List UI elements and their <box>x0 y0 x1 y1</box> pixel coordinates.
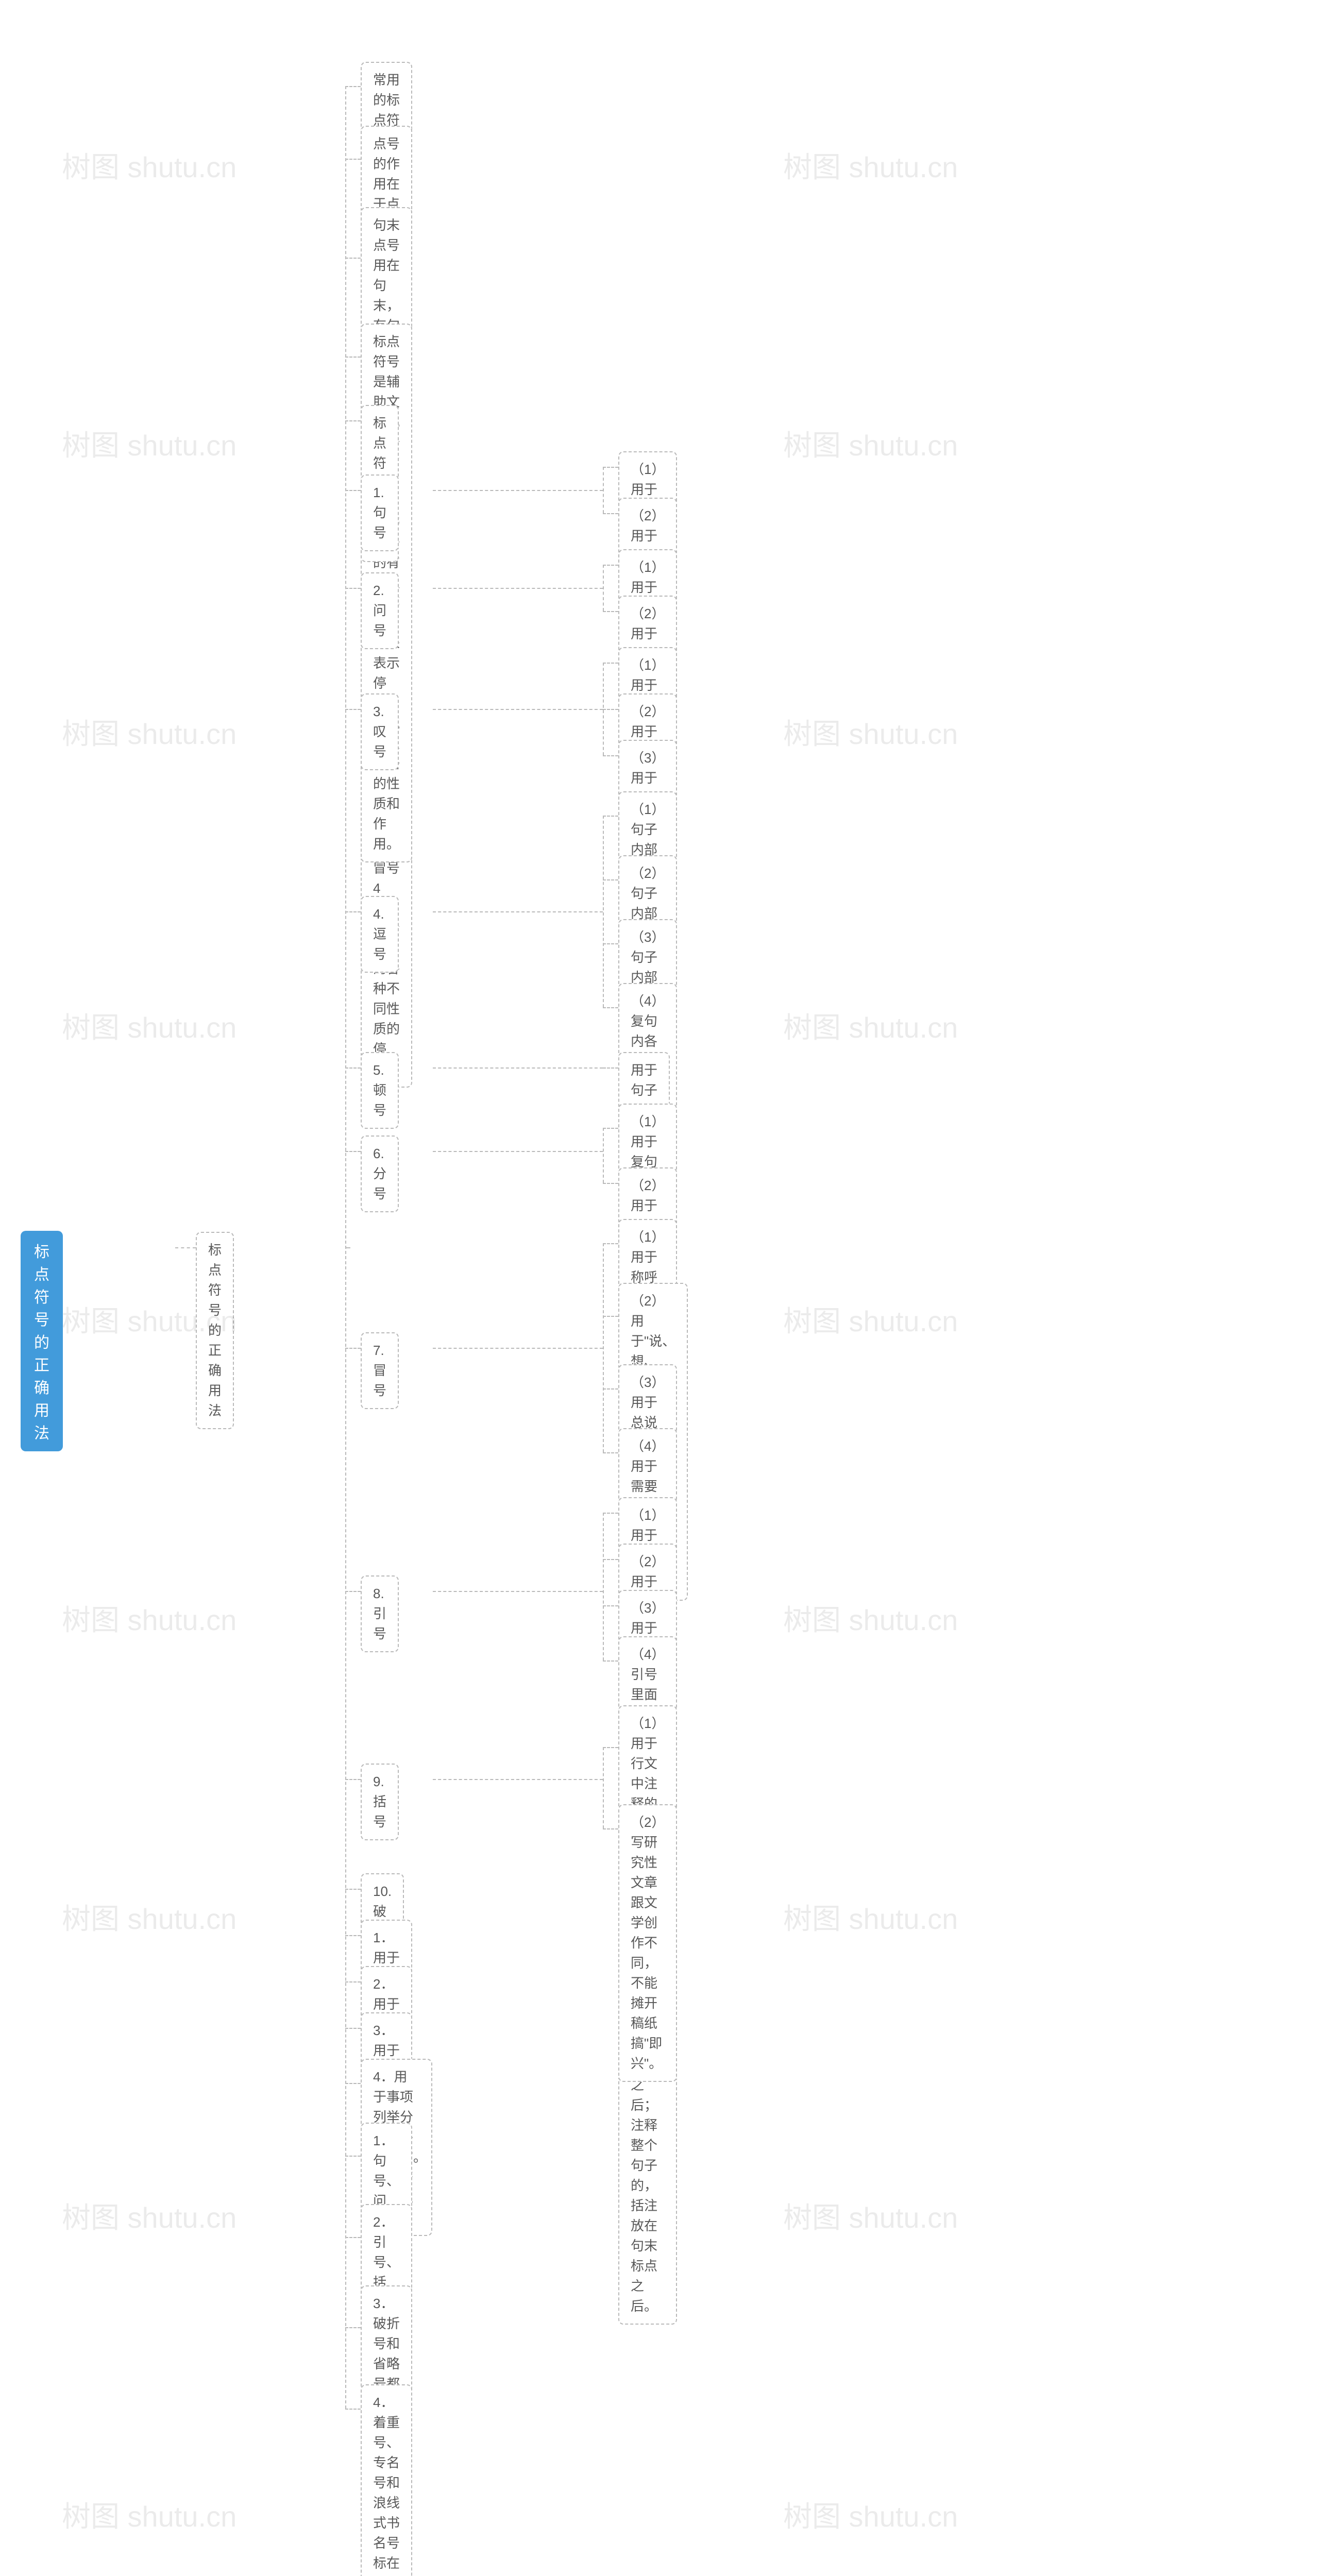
connector <box>345 911 361 912</box>
connector <box>345 420 361 421</box>
connector <box>433 1591 603 1592</box>
connector <box>345 490 361 491</box>
connector <box>345 2237 361 2238</box>
connector <box>345 1779 361 1780</box>
connector <box>603 1128 604 1183</box>
watermark: 树图 shutu.cn <box>783 2195 958 2236</box>
connector <box>433 1151 603 1152</box>
l2-node-p10[interactable]: 6.分号 <box>361 1136 399 1212</box>
connector <box>433 1779 603 1780</box>
connector <box>603 1828 618 1829</box>
watermark: 树图 shutu.cn <box>783 1005 958 1046</box>
connector <box>345 1981 361 1982</box>
watermark: 树图 shutu.cn <box>62 1896 236 1938</box>
l1-node[interactable]: 标点符号的正确用法 <box>196 1232 234 1429</box>
connector <box>603 1183 618 1184</box>
connector <box>345 709 361 710</box>
l3-node-p13-1[interactable]: （2）写研究性文章跟文学创作不同，不能摊开稿纸搞"即兴"。 <box>618 1804 677 2082</box>
connector <box>603 1316 618 1317</box>
watermark: 树图 shutu.cn <box>783 144 958 186</box>
connector <box>433 709 603 710</box>
connector <box>603 816 618 817</box>
connector <box>345 1935 361 1936</box>
watermark: 树图 shutu.cn <box>62 2195 236 2236</box>
connector <box>433 1067 603 1069</box>
connector <box>433 588 603 589</box>
connector <box>433 1348 603 1349</box>
l2-node-p12[interactable]: 8.引号 <box>361 1575 399 1652</box>
watermark: 树图 shutu.cn <box>783 422 958 464</box>
connector <box>603 1513 604 1660</box>
connector <box>603 1605 618 1606</box>
connector <box>345 2028 361 2029</box>
connector <box>345 2156 361 2157</box>
connector <box>603 1128 618 1129</box>
connector <box>603 816 604 1007</box>
connector <box>345 588 361 589</box>
root-node[interactable]: 标点符号的正确用法 <box>21 1231 63 1451</box>
l2-node-p13[interactable]: 9.括号 <box>361 1764 399 1840</box>
connector <box>603 1243 618 1244</box>
connector <box>603 565 604 611</box>
connector <box>345 1889 361 1890</box>
connector <box>603 879 618 880</box>
connector <box>345 2409 361 2410</box>
watermark: 树图 shutu.cn <box>783 2494 958 2535</box>
connector <box>603 755 618 756</box>
connector <box>345 86 346 2409</box>
connector <box>345 1151 361 1152</box>
l2-node-p5[interactable]: 1.句号 <box>361 474 399 551</box>
watermark: 树图 shutu.cn <box>62 711 236 753</box>
connector <box>603 1067 618 1069</box>
connector <box>603 1007 618 1008</box>
watermark: 树图 shutu.cn <box>783 1597 958 1639</box>
connector <box>345 1591 361 1592</box>
l2-node-p8[interactable]: 4.逗号 <box>361 896 399 973</box>
connector <box>345 357 361 358</box>
connector <box>603 1660 618 1662</box>
connector <box>603 1559 618 1560</box>
connector <box>603 1513 618 1514</box>
connector <box>603 467 618 468</box>
l2-node-p11[interactable]: 7.冒号 <box>361 1332 399 1409</box>
l2-node-p6[interactable]: 2.问号 <box>361 572 399 649</box>
connector <box>345 1067 361 1069</box>
connector <box>175 1247 196 1248</box>
watermark: 树图 shutu.cn <box>62 2494 236 2535</box>
watermark: 树图 shutu.cn <box>783 1896 958 1938</box>
watermark: 树图 shutu.cn <box>62 144 236 186</box>
watermark: 树图 shutu.cn <box>62 422 236 464</box>
watermark: 树图 shutu.cn <box>62 1005 236 1046</box>
connector <box>345 2327 361 2328</box>
connector <box>433 490 603 491</box>
connector <box>603 709 618 710</box>
l2-node-p22[interactable]: 4．着重号、专名号和浪线式书名号标在字的下边，可以随字移行。 <box>361 2384 412 2576</box>
watermark: 树图 shutu.cn <box>783 711 958 753</box>
connector <box>603 943 618 944</box>
connector <box>345 2083 361 2084</box>
connector <box>603 1747 618 1748</box>
l2-node-p7[interactable]: 3.叹号 <box>361 693 399 770</box>
watermark: 树图 shutu.cn <box>62 1597 236 1639</box>
connector <box>433 911 603 912</box>
connector <box>345 86 361 87</box>
connector <box>345 1348 361 1349</box>
connector <box>603 663 618 664</box>
l2-node-p9[interactable]: 5.顿号 <box>361 1052 399 1129</box>
connector <box>603 1243 604 1452</box>
connector <box>603 565 618 566</box>
connector <box>603 1452 618 1453</box>
connector <box>603 467 604 513</box>
connector <box>603 513 618 514</box>
watermark: 树图 shutu.cn <box>783 1298 958 1340</box>
connector <box>345 258 361 259</box>
connector <box>345 159 361 160</box>
connector <box>603 611 618 612</box>
connector <box>603 1747 604 1828</box>
connector <box>603 1388 618 1389</box>
